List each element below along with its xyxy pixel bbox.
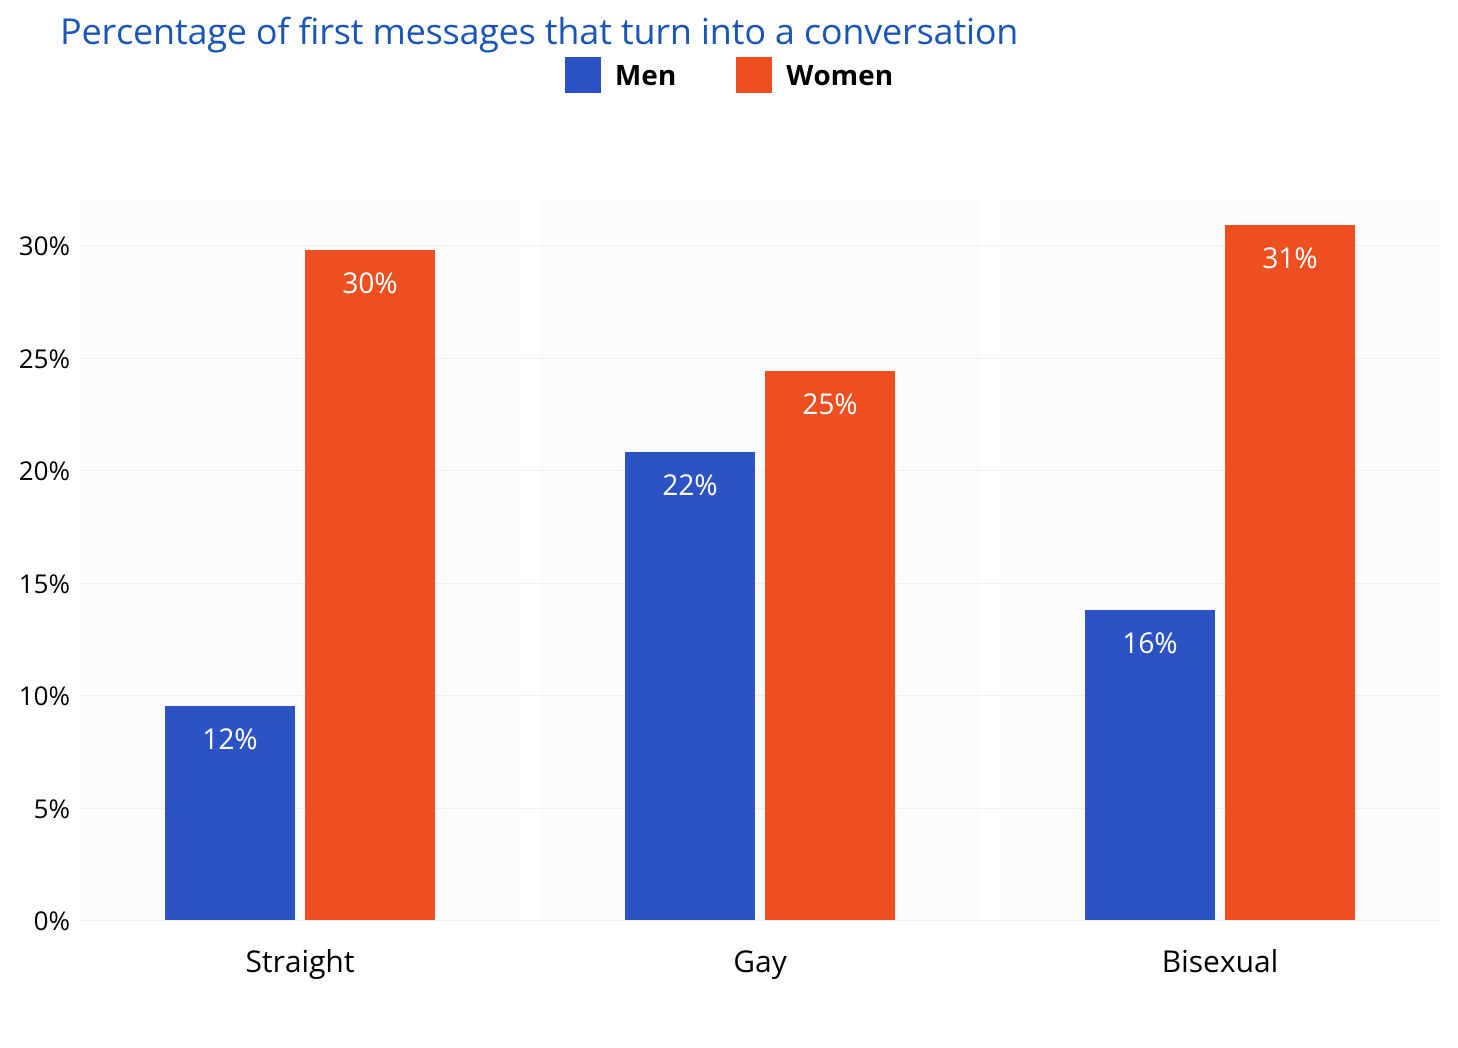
y-axis-label: 15% <box>0 565 70 601</box>
y-axis-label: 0% <box>0 902 70 938</box>
y-axis-label: 30% <box>0 227 70 263</box>
panel <box>80 200 520 920</box>
legend-label-women: Women <box>786 56 893 94</box>
bar-value-label: 25% <box>765 385 895 423</box>
bar: 12% <box>165 706 295 920</box>
chart-container: Percentage of first messages that turn i… <box>0 0 1458 1048</box>
plot-area: 0%5%10%15%20%25%30%12%30%Straight22%25%G… <box>80 200 1440 920</box>
bar-value-label: 12% <box>165 720 295 758</box>
chart-title: Percentage of first messages that turn i… <box>60 6 1018 55</box>
bar-value-label: 30% <box>305 264 435 302</box>
y-axis-label: 10% <box>0 677 70 713</box>
legend-swatch-women <box>736 57 772 93</box>
legend: Men Women <box>0 56 1458 94</box>
bar: 22% <box>625 452 755 920</box>
bar: 30% <box>305 250 435 921</box>
legend-item-men: Men <box>565 56 676 94</box>
legend-label-men: Men <box>615 56 676 94</box>
x-axis-label: Gay <box>540 940 980 981</box>
y-axis-label: 25% <box>0 340 70 376</box>
x-axis-label: Bisexual <box>1000 940 1440 981</box>
y-axis-label: 5% <box>0 790 70 826</box>
panel <box>540 200 980 920</box>
gridline <box>80 920 1440 921</box>
bar-value-label: 22% <box>625 466 755 504</box>
bar: 16% <box>1085 610 1215 921</box>
bar: 25% <box>765 371 895 920</box>
bar-value-label: 31% <box>1225 239 1355 277</box>
bar-value-label: 16% <box>1085 624 1215 662</box>
legend-swatch-men <box>565 57 601 93</box>
bar: 31% <box>1225 225 1355 920</box>
x-axis-label: Straight <box>80 940 520 981</box>
y-axis-label: 20% <box>0 452 70 488</box>
panel <box>1000 200 1440 920</box>
legend-item-women: Women <box>736 56 893 94</box>
